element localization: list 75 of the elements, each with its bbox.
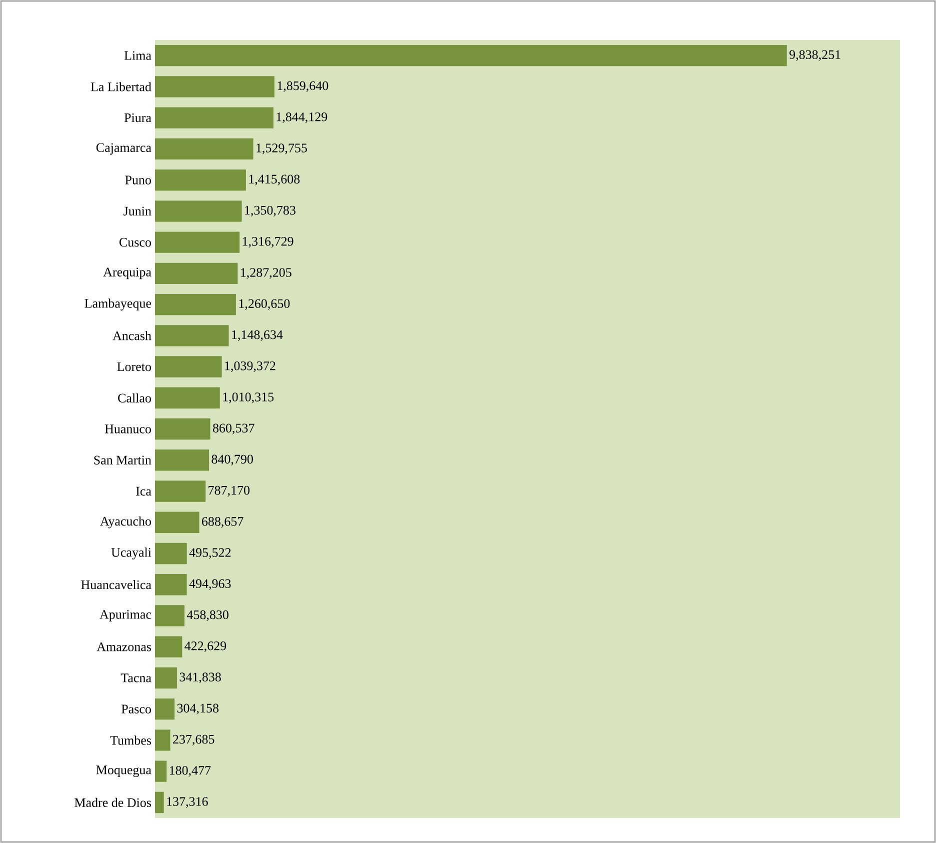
bar <box>155 356 222 378</box>
data-label: 1,316,729 <box>242 236 294 248</box>
y-tick-label: Arequipa <box>103 268 152 280</box>
y-tick-label: Amazonas <box>96 642 152 652</box>
y-tick-label: Lima <box>124 51 152 60</box>
y-tick-label: Ayacucho <box>100 516 151 528</box>
bar <box>155 667 177 689</box>
y-tick-label: San Martin <box>94 456 152 464</box>
data-label: 1,010,315 <box>223 392 274 404</box>
bar <box>155 387 220 408</box>
data-label: 180,477 <box>170 766 211 777</box>
data-label: 1,529,755 <box>256 144 307 154</box>
bar <box>155 262 238 284</box>
data-label: 688,657 <box>202 517 244 528</box>
data-label: 1,260,650 <box>239 299 290 310</box>
y-tick-label: Huancavelica <box>81 580 152 590</box>
y-tick-label: Puno <box>125 176 151 184</box>
y-tick-label: Ica <box>136 486 152 496</box>
bar <box>155 418 210 440</box>
y-tick-label: Tumbes <box>110 736 152 745</box>
y-tick-label: Ancash <box>112 331 152 340</box>
bar <box>155 450 209 471</box>
y-tick-label: Cajamarca <box>96 143 152 155</box>
y-tick-label: Huanuco <box>104 424 151 434</box>
y-tick-label: Apurimac <box>100 610 152 622</box>
bar <box>155 574 187 596</box>
y-tick-label: La Libertad <box>90 82 152 92</box>
y-tick-label: Madre de Dios <box>74 798 152 808</box>
y-tick-label: Pasco <box>122 704 151 714</box>
data-label: 304,158 <box>177 704 218 714</box>
data-label: 1,039,372 <box>225 361 276 372</box>
data-label: 1,415,608 <box>249 174 300 186</box>
y-tick-label: Cusco <box>120 238 151 247</box>
bar <box>155 730 170 751</box>
data-label: 458,830 <box>186 610 228 622</box>
bar <box>155 760 167 782</box>
data-label: 1,859,640 <box>278 81 328 92</box>
bar <box>155 605 184 626</box>
y-tick-label: Lambayeque <box>84 298 152 310</box>
bar <box>155 325 229 346</box>
data-label: 860,537 <box>212 424 254 434</box>
y-tick-label: Moquegua <box>96 766 152 777</box>
bar <box>155 542 187 564</box>
y-tick-label: Loreto <box>117 362 151 372</box>
y-tick-label: Piura <box>124 113 152 122</box>
bar <box>155 107 274 128</box>
bar <box>155 512 200 533</box>
data-label: 237,685 <box>173 734 214 746</box>
data-label: 494,963 <box>189 579 231 590</box>
y-tick-label: Tacna <box>120 674 152 682</box>
bar <box>155 200 242 222</box>
bar <box>155 76 274 98</box>
data-label: 1,350,783 <box>245 206 296 216</box>
data-label: 1,844,129 <box>276 112 328 124</box>
bar <box>155 792 164 814</box>
bar <box>155 698 175 720</box>
bar <box>155 44 787 66</box>
y-tick-label: Callao <box>118 393 151 402</box>
data-label: 1,287,205 <box>241 268 292 279</box>
data-label: 341,838 <box>180 672 221 684</box>
bar <box>155 138 254 160</box>
data-label: 495,522 <box>189 548 231 559</box>
bar <box>155 232 240 253</box>
data-label: 840,790 <box>212 454 253 466</box>
bar <box>155 169 246 191</box>
data-label: 1,148,634 <box>232 330 283 341</box>
bar <box>155 294 236 316</box>
data-label: 787,170 <box>208 486 250 497</box>
y-tick-label: Ucayali <box>111 548 152 560</box>
bar <box>155 480 206 502</box>
data-label: 422,629 <box>184 642 226 652</box>
y-tick-label: Junin <box>124 206 152 216</box>
bar <box>155 636 182 658</box>
data-label: 137,316 <box>167 797 208 808</box>
data-label: 9,838,251 <box>789 50 840 61</box>
